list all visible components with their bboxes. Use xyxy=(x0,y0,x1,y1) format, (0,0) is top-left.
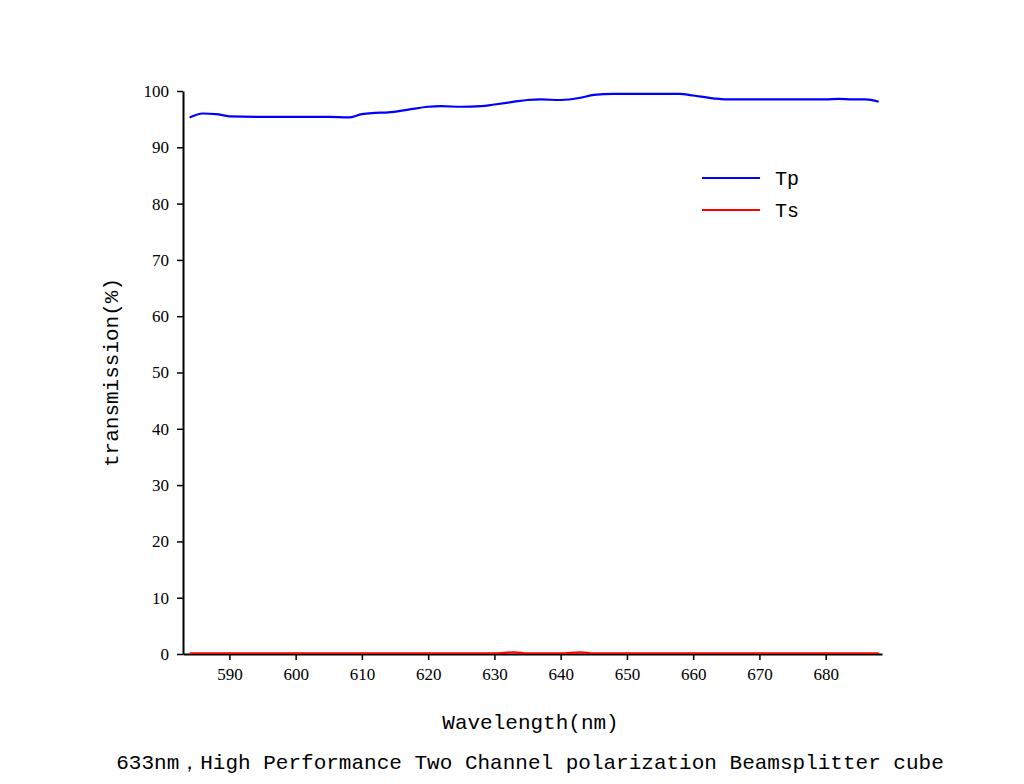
legend-swatch xyxy=(702,209,760,211)
y-tick: 50 xyxy=(152,363,183,382)
series-group xyxy=(190,94,879,654)
y-tick-label: 30 xyxy=(152,476,169,495)
x-tick: 650 xyxy=(615,654,641,684)
x-tick-label: 680 xyxy=(813,665,839,684)
y-tick: 70 xyxy=(152,251,183,270)
y-tick: 20 xyxy=(152,532,183,551)
x-tick-label: 620 xyxy=(416,665,442,684)
x-tick: 590 xyxy=(217,654,243,684)
x-tick-label: 640 xyxy=(548,665,574,684)
y-tick: 30 xyxy=(152,476,183,495)
y-tick: 60 xyxy=(152,307,183,326)
legend-label: Ts xyxy=(775,200,799,223)
y-tick-mark xyxy=(177,91,183,93)
y-tick-mark xyxy=(177,429,183,431)
x-tick-label: 670 xyxy=(747,665,773,684)
series-line xyxy=(190,94,879,118)
chart-title: 633nm，High Performance Two Channel polar… xyxy=(116,752,944,775)
y-tick-mark xyxy=(177,316,183,318)
x-tick-label: 630 xyxy=(482,665,508,684)
x-tick-mark xyxy=(627,654,629,660)
y-tick-label: 60 xyxy=(152,307,169,326)
x-tick: 630 xyxy=(482,654,508,684)
y-tick-mark xyxy=(177,485,183,487)
x-tick-mark xyxy=(428,654,430,660)
x-tick: 600 xyxy=(283,654,309,684)
y-tick-mark xyxy=(177,372,183,374)
y-tick-label: 100 xyxy=(144,82,170,101)
legend: Tp Ts xyxy=(702,168,799,223)
legend-swatch xyxy=(702,177,760,179)
x-tick-mark xyxy=(494,654,496,660)
y-tick-mark xyxy=(177,203,183,205)
y-tick-label: 90 xyxy=(152,138,169,157)
y-tick-mark xyxy=(177,147,183,149)
x-tick: 670 xyxy=(747,654,773,684)
y-tick-label: 0 xyxy=(161,645,170,664)
x-tick-mark xyxy=(295,654,297,660)
y-tick-mark xyxy=(177,541,183,543)
legend-label: Tp xyxy=(775,168,799,191)
x-axis-title: Wavelength(nm) xyxy=(442,712,618,735)
y-tick: 80 xyxy=(152,195,183,214)
x-tick: 680 xyxy=(813,654,839,684)
y-tick-label: 40 xyxy=(152,420,169,439)
x-tick-mark xyxy=(759,654,761,660)
y-tick-label: 70 xyxy=(152,251,169,270)
y-tick: 90 xyxy=(152,138,183,157)
x-tick: 660 xyxy=(681,654,707,684)
x-tick-label: 660 xyxy=(681,665,707,684)
y-tick-label: 50 xyxy=(152,363,169,382)
chart: 590 600 610 620 630 640 650 660 670 680 0 10 20 30 40 5… xyxy=(0,0,1024,784)
plot-area: 590 600 610 620 630 640 650 660 670 680 0 10 20 30 40 5… xyxy=(144,82,883,684)
y-tick: 40 xyxy=(152,420,183,439)
y-tick-label: 80 xyxy=(152,195,169,214)
y-axis: 0 10 20 30 40 50 60 70 80 90 100 xyxy=(144,82,184,664)
x-tick-mark xyxy=(229,654,231,660)
y-tick-mark xyxy=(177,597,183,599)
x-tick-mark xyxy=(362,654,364,660)
y-tick: 0 xyxy=(161,645,184,664)
x-tick-label: 600 xyxy=(283,665,309,684)
x-tick: 640 xyxy=(548,654,574,684)
x-tick-mark xyxy=(560,654,562,660)
y-tick-mark xyxy=(177,260,183,262)
y-tick-label: 10 xyxy=(152,589,169,608)
x-tick-label: 590 xyxy=(217,665,243,684)
x-tick-mark xyxy=(693,654,695,660)
x-tick-mark xyxy=(825,654,827,660)
y-tick-label: 20 xyxy=(152,532,169,551)
x-tick-label: 610 xyxy=(350,665,376,684)
x-tick-label: 650 xyxy=(615,665,641,684)
x-axis: 590 600 610 620 630 640 650 660 670 680 xyxy=(184,654,883,684)
y-axis-title: transmission(%) xyxy=(101,278,124,467)
x-tick: 620 xyxy=(416,654,442,684)
series-line xyxy=(190,652,879,653)
y-tick: 10 xyxy=(152,589,183,608)
x-tick: 610 xyxy=(350,654,376,684)
y-tick: 100 xyxy=(144,82,184,101)
y-tick-mark xyxy=(177,654,183,656)
